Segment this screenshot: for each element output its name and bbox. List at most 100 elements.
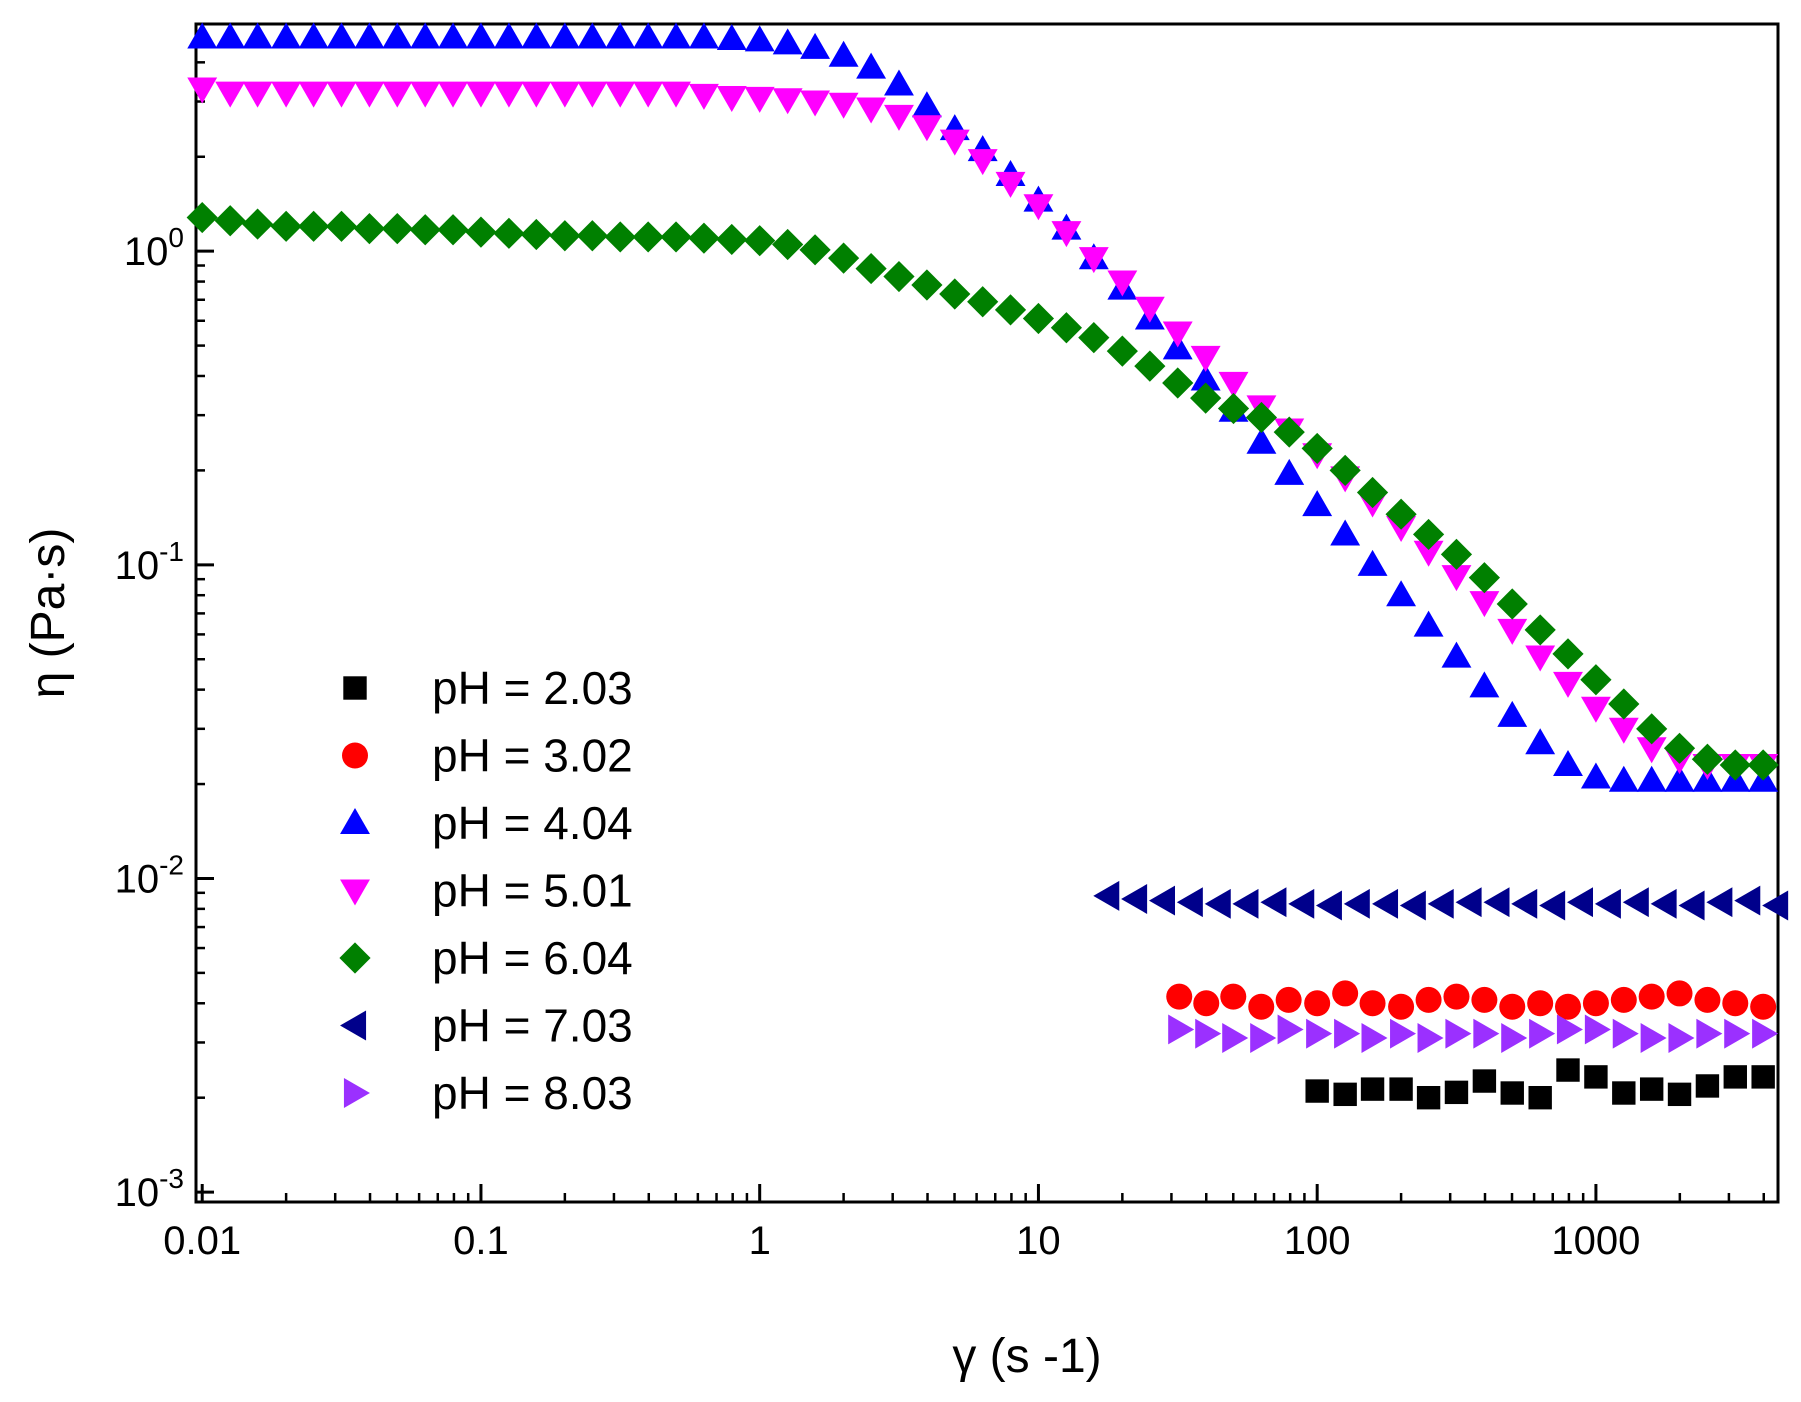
data-point [1022, 302, 1055, 335]
data-point [828, 92, 859, 119]
data-point [1622, 887, 1649, 918]
data-point [1762, 890, 1789, 921]
data-point [1246, 427, 1277, 454]
x-tick-label: 10 [1016, 1219, 1061, 1263]
data-point [1168, 1014, 1195, 1045]
y-axis-label: η (Pa·s) [22, 528, 75, 699]
data-point [1277, 1014, 1304, 1045]
data-point [271, 81, 302, 108]
data-point [633, 81, 664, 108]
data-point [1525, 645, 1556, 672]
data-point [325, 210, 358, 242]
data-point [1148, 885, 1175, 916]
data-point [1361, 1023, 1388, 1053]
data-point [466, 22, 496, 49]
data-point [1417, 1023, 1444, 1053]
data-point [1610, 986, 1637, 1013]
data-point [521, 81, 552, 108]
data-point [410, 81, 441, 108]
data-point [1343, 888, 1370, 919]
data-point [1329, 454, 1361, 486]
data-point [1444, 1080, 1469, 1105]
data-point [1023, 194, 1054, 221]
data-point [1166, 983, 1193, 1010]
data-point [1217, 392, 1250, 425]
data-point [1415, 986, 1442, 1013]
data-point [633, 22, 664, 49]
data-point [549, 81, 580, 108]
data-point [1724, 1018, 1751, 1049]
data-point [856, 97, 887, 124]
data-point [1750, 993, 1777, 1020]
data-point [270, 210, 302, 242]
data-point [1222, 1023, 1249, 1053]
y-tick-label: 10-3 [115, 1163, 184, 1215]
data-point [1440, 538, 1473, 570]
data-point [1443, 983, 1470, 1010]
data-point [1445, 1018, 1472, 1049]
data-point [1554, 993, 1581, 1020]
data-point [1636, 713, 1668, 745]
data-point [549, 22, 580, 49]
data-point [493, 22, 524, 49]
data-point [1078, 247, 1109, 274]
data-point [1640, 1023, 1667, 1053]
data-point [800, 32, 831, 59]
data-point [1650, 888, 1677, 919]
data-point [605, 81, 636, 108]
x-tick-label: 0.01 [163, 1219, 241, 1263]
data-point [1388, 993, 1415, 1020]
data-point [1220, 983, 1247, 1010]
data-point [214, 205, 246, 237]
data-point [1386, 580, 1417, 607]
data-point [661, 22, 691, 49]
data-point [1193, 990, 1220, 1017]
data-point [1500, 1081, 1524, 1105]
data-point [661, 81, 691, 108]
series-layer [186, 22, 1789, 1110]
data-point [1666, 980, 1693, 1007]
data-point [1668, 1023, 1695, 1053]
data-point [884, 104, 914, 131]
data-point [354, 22, 385, 49]
data-point [1636, 765, 1667, 792]
data-point [1360, 1077, 1385, 1101]
data-point [1334, 1018, 1361, 1049]
data-point [1747, 749, 1779, 781]
series-square [1305, 1058, 1775, 1110]
data-point [521, 22, 552, 49]
data-point [1305, 1079, 1329, 1103]
data-point [1638, 983, 1665, 1010]
data-point [1248, 993, 1275, 1020]
data-point [1301, 432, 1333, 465]
data-point [215, 81, 246, 108]
data-point [1636, 737, 1667, 764]
data-point [828, 40, 859, 67]
data-point [1734, 885, 1761, 916]
data-point [1584, 1065, 1608, 1089]
data-point [967, 149, 998, 176]
data-point [298, 81, 329, 108]
data-point [437, 214, 469, 246]
data-point [1218, 371, 1249, 398]
data-point [382, 81, 413, 108]
legend-label: pH = 7.03 [432, 1000, 633, 1052]
data-point [884, 69, 914, 96]
data-point [1232, 888, 1259, 919]
x-tick-label: 1000 [1551, 1219, 1640, 1263]
data-point [549, 220, 581, 252]
data-point [604, 221, 636, 253]
data-point [493, 217, 525, 249]
legend-label: pH = 3.02 [432, 730, 633, 782]
data-point [1524, 614, 1556, 646]
data-point [1471, 986, 1498, 1013]
data-point [1390, 1018, 1417, 1049]
data-point [1751, 1065, 1775, 1089]
data-point [187, 22, 218, 49]
data-point [716, 223, 748, 256]
data-point [1399, 890, 1426, 921]
data-point [1691, 743, 1724, 775]
legend-item: pH = 7.03 [340, 1000, 633, 1052]
data-point [1499, 993, 1526, 1020]
data-point [187, 77, 218, 104]
